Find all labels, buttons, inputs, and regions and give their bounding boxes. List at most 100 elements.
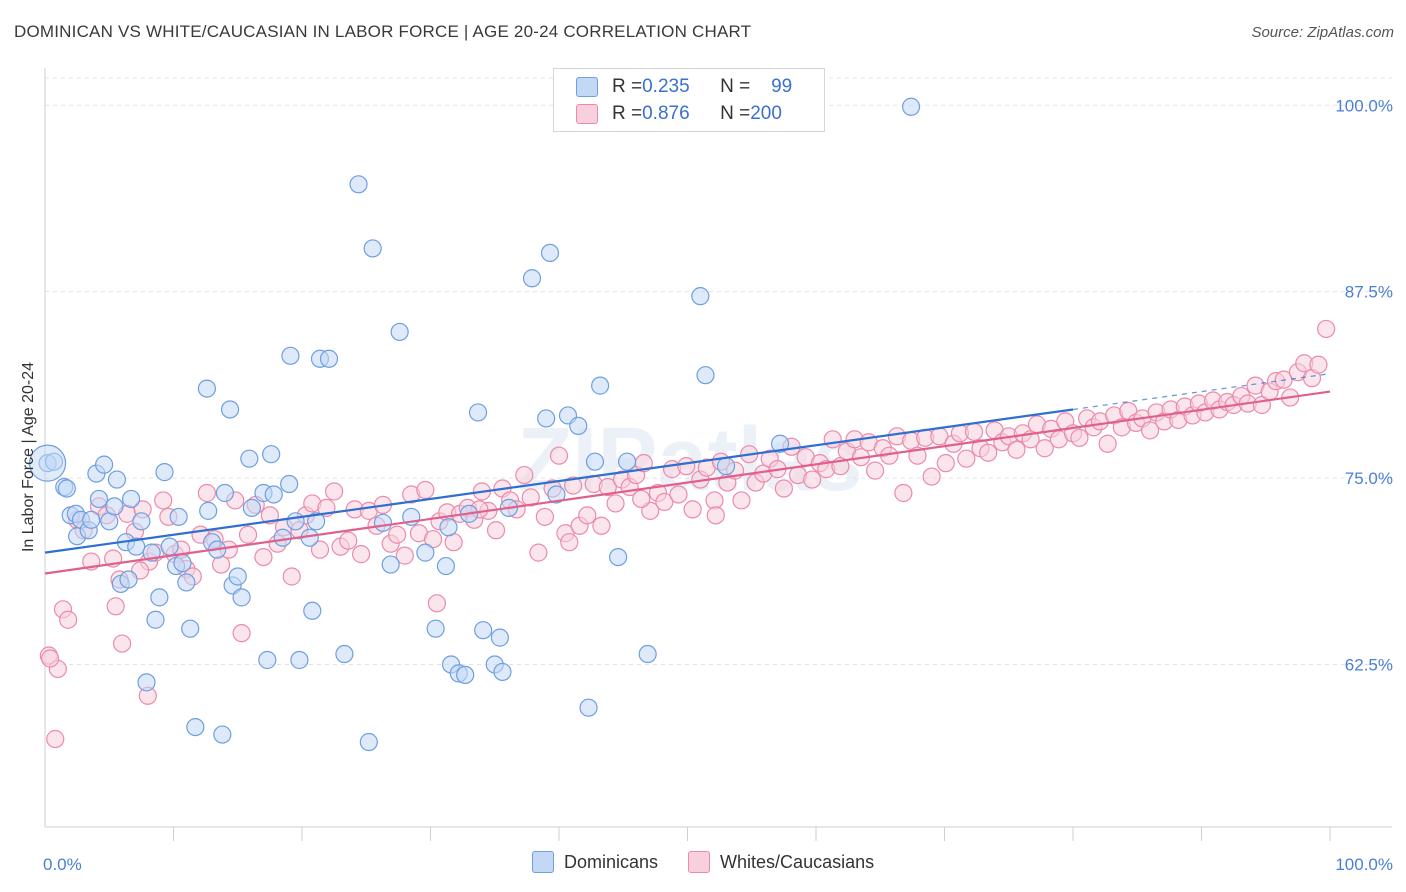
data-point <box>395 546 414 565</box>
data-point <box>655 492 674 512</box>
data-point <box>468 403 488 422</box>
legend-swatch-whites <box>688 851 711 873</box>
x-tick-label: 0.0% <box>43 855 82 874</box>
data-point <box>211 555 231 574</box>
data-point <box>339 531 358 550</box>
data-point <box>521 488 540 507</box>
data-point <box>560 533 579 552</box>
data-point <box>260 506 279 525</box>
data-point <box>529 543 548 562</box>
data-point <box>359 732 378 752</box>
legend-n-label: N = <box>720 103 751 124</box>
data-point <box>416 480 435 500</box>
data-point <box>979 443 998 462</box>
data-point <box>592 516 611 535</box>
trend-line <box>44 408 1074 554</box>
data-point <box>258 650 277 670</box>
legend-r-label: R = <box>612 103 643 124</box>
data-point <box>319 349 339 368</box>
y-tick-labels: 62.5% 75.0% 87.5% 100.0% <box>1335 96 1393 674</box>
data-point <box>335 644 354 664</box>
data-point <box>493 662 512 682</box>
data-point <box>456 665 475 685</box>
data-point <box>57 479 76 498</box>
data-point <box>82 510 101 529</box>
data-point <box>242 498 261 517</box>
trend-line-extension <box>1072 373 1331 411</box>
data-point <box>1007 440 1026 459</box>
legend-item-dominicans: Dominicans <box>532 851 658 873</box>
chart-title: DOMINICAN VS WHITE/CAUCASIAN IN LABOR FO… <box>14 22 752 41</box>
data-point <box>1140 421 1160 440</box>
data-point <box>132 512 151 531</box>
data-point <box>238 525 258 544</box>
y-tick-label: 87.5% <box>1345 283 1393 302</box>
data-point <box>669 485 688 504</box>
data-point <box>28 444 67 482</box>
trend-lines <box>44 373 1331 575</box>
data-point <box>591 376 610 395</box>
data-point <box>155 463 174 482</box>
data-point <box>537 409 556 428</box>
data-point <box>803 470 822 489</box>
data-point <box>866 461 885 480</box>
trend-line <box>44 390 1331 575</box>
data-point <box>119 570 138 589</box>
data-point <box>199 501 218 520</box>
data-point <box>264 485 283 504</box>
data-point <box>352 545 371 564</box>
legend-n-value: 200 <box>750 103 782 124</box>
data-point <box>325 482 344 501</box>
correlation-legend: R = 0.235 N = 99 R = 0.876 N = 200 <box>553 68 825 132</box>
data-point <box>303 601 322 620</box>
data-point <box>273 528 292 547</box>
data-point <box>535 507 554 526</box>
data-point <box>426 619 445 638</box>
data-point <box>197 379 217 398</box>
data-point <box>41 649 60 668</box>
data-point <box>290 650 309 670</box>
data-point <box>1309 355 1328 374</box>
series-legend: Dominicans Whites/Caucasians <box>532 851 904 873</box>
data-point <box>598 477 617 497</box>
data-point <box>232 588 251 607</box>
data-point <box>696 366 715 385</box>
data-point <box>262 445 281 464</box>
y-tick-label: 75.0% <box>1345 469 1393 488</box>
data-point <box>220 400 240 419</box>
legend-swatch-dominicans <box>576 77 598 97</box>
data-point <box>390 322 409 342</box>
data-point <box>381 555 400 574</box>
data-point <box>1317 319 1336 339</box>
series-dominicans <box>38 97 921 752</box>
data-point <box>121 489 141 509</box>
y-tick-label: 100.0% <box>1335 96 1393 115</box>
data-point <box>416 543 435 562</box>
data-point <box>310 540 330 559</box>
data-point <box>186 717 205 737</box>
gridlines <box>45 77 1392 665</box>
data-point <box>254 548 273 567</box>
legend-swatch-dominicans <box>532 851 554 873</box>
data-point <box>427 594 447 613</box>
data-point <box>286 512 305 531</box>
data-point <box>609 548 628 567</box>
data-point <box>691 287 710 306</box>
data-point <box>215 483 234 503</box>
data-point <box>281 346 300 365</box>
data-point <box>213 725 232 744</box>
legend-label-dominicans: Dominicans <box>564 851 659 872</box>
data-point <box>547 485 566 504</box>
data-point <box>169 507 188 526</box>
data-point <box>638 644 657 664</box>
legend-row-dominicans: R = 0.235 N = 99 <box>576 75 792 99</box>
data-point <box>137 673 156 692</box>
legend-item-whites: Whites/Caucasians <box>688 851 874 873</box>
legend-n-value: 99 <box>771 76 793 97</box>
data-point <box>181 619 200 638</box>
data-point <box>716 457 736 476</box>
data-point <box>585 452 605 471</box>
y-tick-label: 62.5% <box>1345 655 1393 674</box>
data-point <box>154 491 173 510</box>
data-point <box>474 621 493 640</box>
